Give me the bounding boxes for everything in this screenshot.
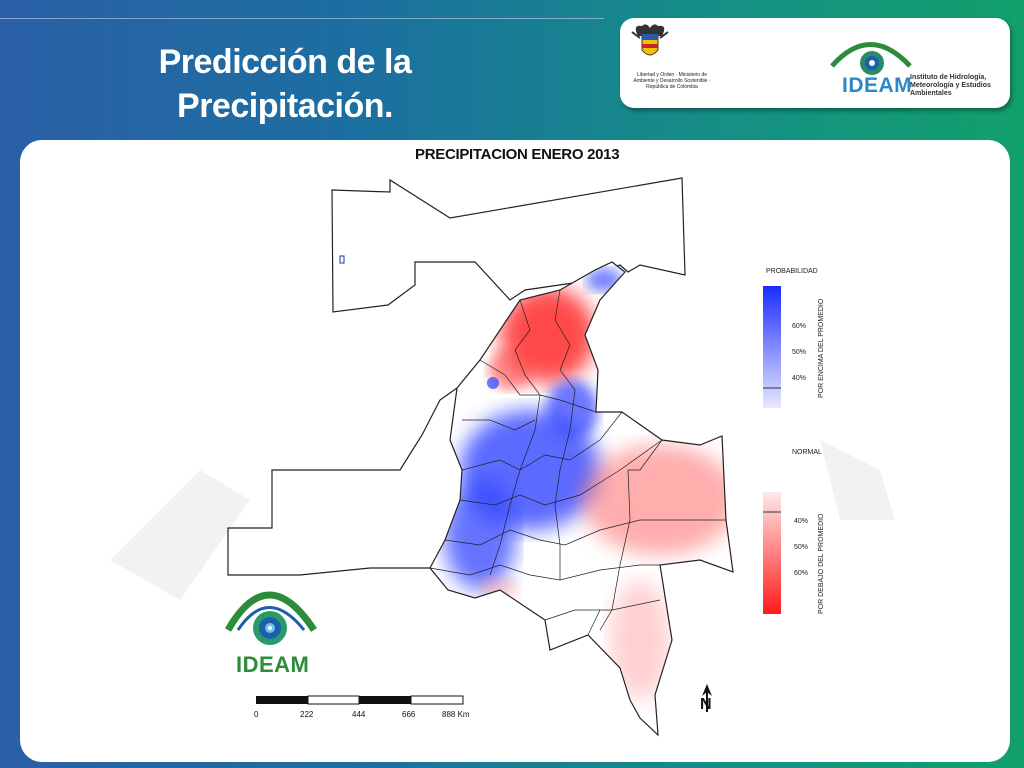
slide-title-line-2: Precipitación. bbox=[177, 87, 393, 125]
above-average-magdalena-area bbox=[546, 380, 598, 440]
colombia-crest-icon bbox=[631, 24, 669, 56]
scale-bar bbox=[256, 695, 464, 705]
below-average-south-spot bbox=[478, 578, 518, 598]
crest-caption: Libertad y Orden · Ministerio de Ambient… bbox=[633, 72, 711, 90]
scale-label-444: 444 bbox=[352, 710, 366, 719]
ideam-top-name: IDEAM bbox=[842, 74, 913, 97]
scale-label-222: 222 bbox=[300, 710, 314, 719]
ideam-bottom-name: IDEAM bbox=[236, 652, 310, 677]
legend-below-tick-60: 60% bbox=[794, 570, 809, 577]
legend-above-label: POR ENCIMA DEL PROMEDIO bbox=[818, 298, 825, 398]
legend-above-tick-50: 50% bbox=[792, 349, 807, 356]
legend-normal-header: NORMAL bbox=[792, 449, 822, 456]
legend-below-label: POR DEBAJO DEL PROMEDIO bbox=[818, 513, 825, 614]
below-average-east-area bbox=[582, 445, 733, 555]
above-average-pacific-area bbox=[444, 480, 516, 590]
slide-title: Predicción de la Precipitación. bbox=[120, 40, 450, 128]
legend-above-bar bbox=[763, 286, 781, 408]
legend-below-bar bbox=[763, 492, 781, 614]
map-title: PRECIPITACION ENERO 2013 bbox=[415, 146, 620, 163]
slide-title-line-1: Predicción de la bbox=[158, 43, 412, 81]
scale-label-0: 0 bbox=[254, 710, 259, 719]
legend-below-tick-40: 40% bbox=[794, 518, 809, 525]
below-average-northwest-area bbox=[488, 350, 532, 390]
pacific-maritime-boundary bbox=[227, 387, 458, 576]
scale-label-666: 666 bbox=[402, 710, 416, 719]
header-logos-box: Libertad y Orden · Ministerio de Ambient… bbox=[620, 18, 1010, 108]
above-average-spot bbox=[487, 377, 499, 389]
watermark-shape-right bbox=[820, 440, 895, 520]
north-label: N bbox=[700, 696, 712, 713]
san-andres-island bbox=[339, 255, 345, 264]
colombia-outline bbox=[429, 261, 734, 737]
legend-above-header: PROBABILIDAD bbox=[766, 268, 818, 275]
legend-above-tick-60: 60% bbox=[792, 323, 807, 330]
legend-above-tick-40: 40% bbox=[792, 375, 807, 382]
northern-maritime-boundary bbox=[331, 177, 686, 313]
ideam-top-subtitle: Instituto de Hidrología, Meteorología y … bbox=[910, 74, 991, 97]
department-boundaries bbox=[429, 289, 726, 636]
header-logos-art bbox=[631, 24, 912, 75]
scale-label-888: 888 Km bbox=[442, 710, 470, 719]
below-average-amazon-area bbox=[610, 580, 670, 700]
ideam-bottom-logo-icon bbox=[224, 591, 317, 645]
header-divider-line bbox=[0, 18, 604, 19]
legend-below-tick-50: 50% bbox=[794, 544, 809, 551]
watermark-shape-left bbox=[110, 470, 250, 600]
ideam-top-logo-icon bbox=[830, 42, 912, 75]
north-arrow-icon bbox=[702, 684, 712, 712]
probability-fields bbox=[444, 268, 733, 700]
